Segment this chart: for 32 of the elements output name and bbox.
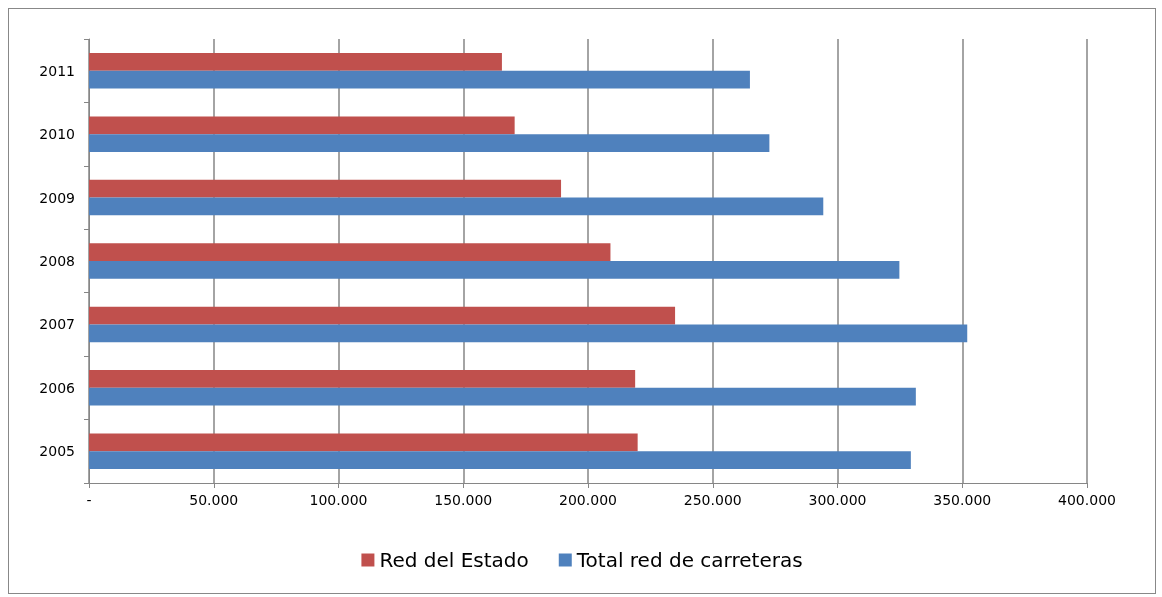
legend-label: Red del Estado xyxy=(379,548,529,572)
legend-label: Total red de carreteras xyxy=(575,548,803,572)
y-tick-label: 2008 xyxy=(39,253,75,269)
y-tick-label: 2006 xyxy=(39,379,76,396)
y-tick-label: 2010 xyxy=(39,126,75,143)
y-tick-label: 2009 xyxy=(39,189,75,206)
bar xyxy=(89,134,770,152)
bar xyxy=(89,70,750,89)
x-tick-label: 100.000 xyxy=(309,492,368,508)
bar xyxy=(89,52,502,71)
x-tick-label: 50.000 xyxy=(189,492,239,508)
x-tick-label: 200.000 xyxy=(559,492,617,508)
y-tick-label: 2005 xyxy=(39,443,75,460)
bar xyxy=(89,433,638,452)
x-tick-label: 350.000 xyxy=(933,492,992,508)
y-tick-label: 2007 xyxy=(39,316,75,333)
bar xyxy=(89,370,636,388)
bar xyxy=(89,116,515,135)
bar xyxy=(89,261,900,279)
x-tick-label: - xyxy=(86,492,92,508)
bar xyxy=(89,387,916,406)
bar xyxy=(89,451,911,470)
bar xyxy=(89,243,611,261)
x-tick-label: 150.000 xyxy=(434,492,493,508)
x-tick-label: 400.000 xyxy=(1058,492,1116,508)
bar xyxy=(89,179,562,198)
bar xyxy=(89,197,824,216)
y-tick-label: 2011 xyxy=(39,62,75,79)
bar xyxy=(89,324,968,343)
bar xyxy=(89,306,676,325)
x-tick-label: 300.000 xyxy=(808,492,867,508)
x-tick-label: 250.000 xyxy=(683,492,742,508)
